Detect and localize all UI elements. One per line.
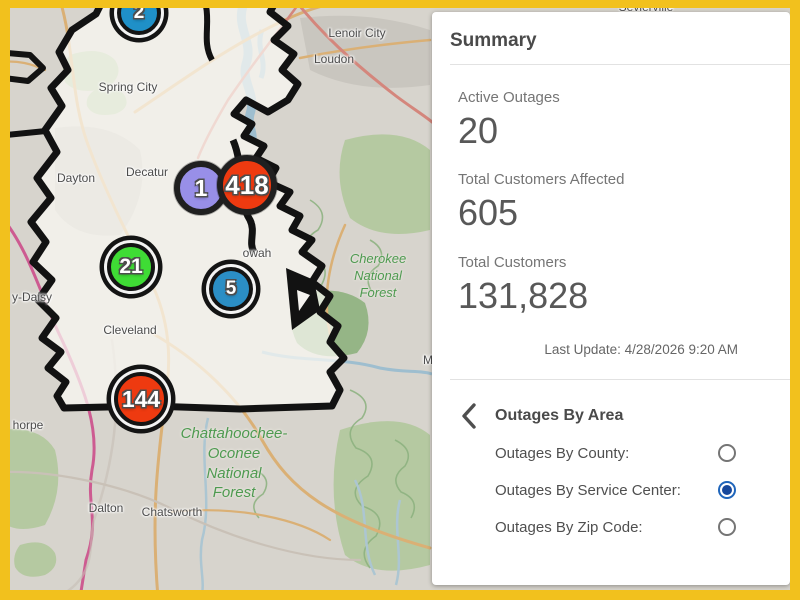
- stat-total-customers: Total Customers 131,828: [458, 254, 770, 316]
- stat-value: 20: [458, 110, 499, 151]
- outage-cluster-marker[interactable]: 418: [217, 155, 277, 215]
- cluster-count: 5: [225, 278, 237, 299]
- last-update-timestamp: Last Update: 4/28/2026 9:20 AM: [544, 342, 738, 358]
- urban-area: [300, 15, 430, 88]
- stat-customers-affected: Total Customers Affected 605: [458, 171, 770, 233]
- stat-active-outages: Active Outages 20: [458, 89, 770, 151]
- radio-unselected[interactable]: [718, 518, 736, 537]
- cluster-count: 2: [133, 2, 145, 23]
- outage-view-option-2[interactable]: Outages By Zip Code:: [495, 518, 736, 537]
- outages-by-area-title: Outages By Area: [495, 407, 624, 425]
- outage-cluster-marker[interactable]: 5: [209, 267, 253, 311]
- panel-divider: [450, 379, 790, 381]
- chevron-left-icon: [462, 403, 476, 429]
- outage-cluster-marker[interactable]: 21: [107, 243, 155, 291]
- radio-label: Outages By County:: [495, 444, 630, 462]
- radio-label: Outages By Service Center:: [495, 481, 681, 499]
- outages-by-area-header: Outages By Area: [432, 380, 790, 436]
- panel-title: Summary: [450, 30, 537, 51]
- outage-view-options: Outages By County: Outages By Service Cen…: [432, 436, 790, 537]
- stat-label: Total Customers: [458, 253, 567, 271]
- stat-label: Active Outages: [458, 89, 560, 106]
- radio-unselected[interactable]: [718, 444, 736, 463]
- outage-cluster-marker[interactable]: 2: [117, 0, 161, 35]
- radio-label: Outages By Zip Code:: [495, 518, 643, 536]
- cluster-count: 1: [194, 174, 208, 201]
- outage-view-option-0[interactable]: Outages By County:: [495, 444, 736, 463]
- radio-selected[interactable]: [718, 481, 736, 500]
- outage-cluster-marker[interactable]: 144: [114, 372, 168, 426]
- summary-panel: Summary Active Outages 20 Total Customer…: [432, 12, 790, 585]
- cluster-count: 144: [121, 385, 161, 412]
- back-button[interactable]: [458, 400, 480, 432]
- stat-value: 131,828: [458, 274, 589, 316]
- stat-label: Total Customers Affected: [458, 171, 625, 189]
- cluster-count: 418: [225, 169, 269, 200]
- cluster-count: 21: [119, 255, 143, 278]
- stat-value: 605: [458, 192, 519, 234]
- panel-divider: [450, 64, 790, 65]
- summary-stats: Active Outages 20 Total Customers Affect…: [432, 65, 790, 316]
- outage-view-option-1[interactable]: Outages By Service Center:: [495, 481, 736, 500]
